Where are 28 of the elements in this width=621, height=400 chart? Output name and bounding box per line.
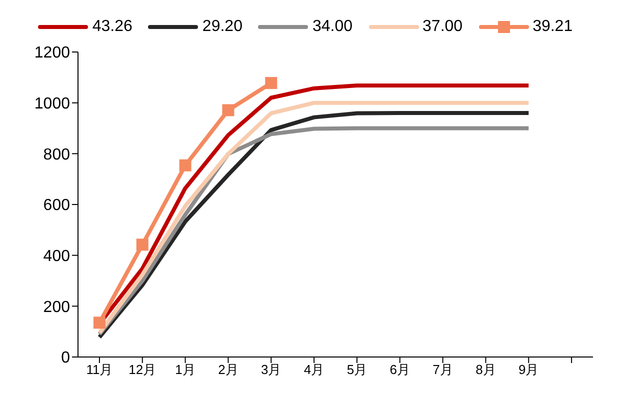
y-tick-label: 400 [43,248,70,266]
legend-label: 39.21 [532,18,573,36]
legend-label: 34.00 [312,18,353,36]
point [136,238,148,251]
x-tick-label: 8月 [476,362,496,378]
point [93,316,106,329]
x-tick-label: 5月 [346,362,368,378]
x-tick-label: 6月 [390,362,410,378]
x-tick-label: 11月 [86,362,113,378]
y-tick-label: 1000 [34,96,70,113]
y-tick-label: 1200 [34,44,70,62]
y-tick-label: 0 [61,350,70,367]
x-tick-label: 9月 [518,362,539,378]
legend-label: 29.20 [202,18,242,36]
legend-label: 43.26 [92,18,132,36]
x-tick-label: 2月 [218,362,238,378]
point [265,77,278,90]
x-tick-label: 1月 [175,362,196,378]
y-tick-label: 200 [43,298,70,316]
legend-label: 37.00 [422,18,463,36]
y-tick-label: 600 [43,197,70,214]
x-tick-label: 4月 [304,362,324,378]
x-tick-label: 7月 [432,362,453,378]
x-tick-label: 12月 [128,362,156,378]
point [222,104,234,116]
y-tick-label: 800 [43,146,70,164]
x-tick-label: 3月 [261,362,282,378]
point [179,159,192,172]
